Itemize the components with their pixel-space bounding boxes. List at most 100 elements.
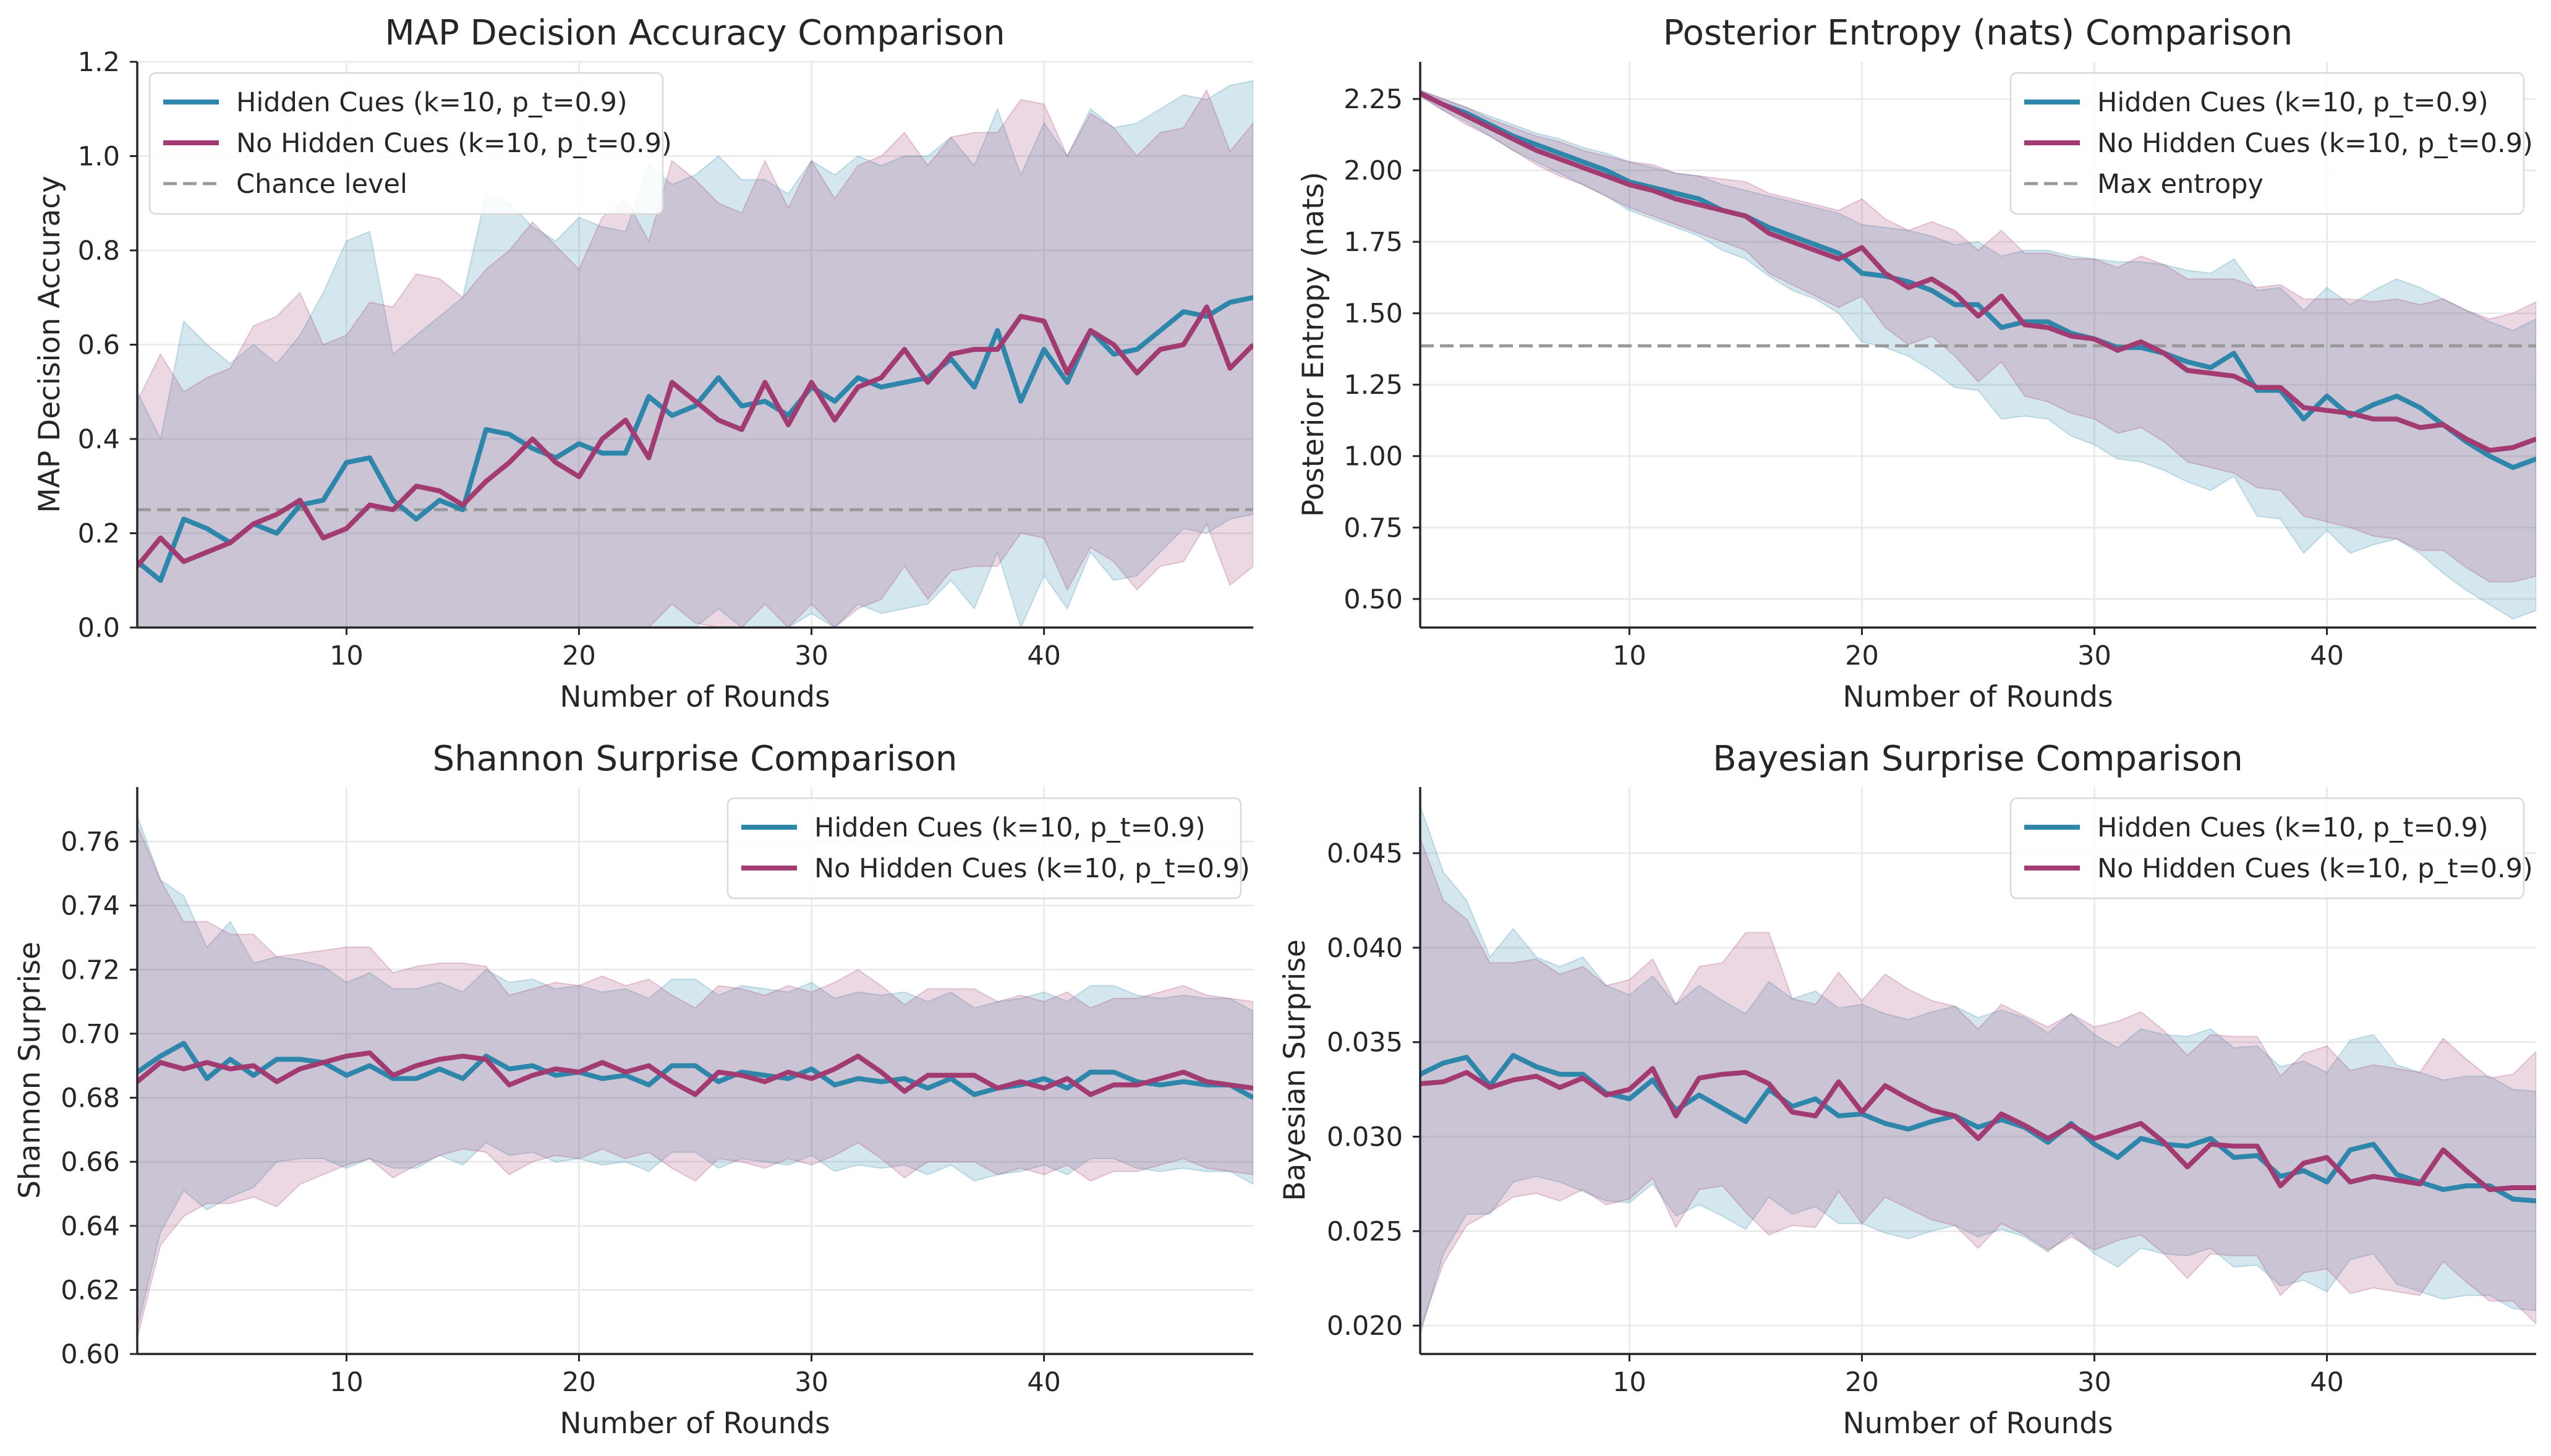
y-tick-label: 0.74 xyxy=(61,891,120,922)
legend: Hidden Cues (k=10, p_t=0.9) No Hidden Cue… xyxy=(726,797,1250,900)
x-tick-label: 20 xyxy=(562,641,596,671)
y-tick-label: 1.2 xyxy=(78,47,120,78)
y-tick-label: 1.00 xyxy=(1344,441,1403,472)
legend-label: No Hidden Cues (k=10, p_t=0.9) xyxy=(2097,128,2533,159)
y-tick-label: 0.76 xyxy=(61,827,120,858)
plot-area xyxy=(137,80,1253,628)
plot-area xyxy=(137,815,1253,1339)
ticks: 10 20 30 40 0.50 0.75 1.00 1.25 1.50 1.75 2.00 2.25 xyxy=(1344,84,2344,671)
legend-label: No Hidden Cues (k=10, p_t=0.9) xyxy=(2097,853,2533,884)
x-tick-label: 20 xyxy=(562,1367,596,1398)
plot-area xyxy=(1420,90,2536,620)
x-tick-label: 40 xyxy=(2310,641,2344,671)
legend-box xyxy=(726,797,1242,900)
y-tick-label: 1.75 xyxy=(1344,227,1403,258)
legend-label: Max entropy xyxy=(2097,169,2264,200)
x-tick-label: 10 xyxy=(330,1367,364,1398)
legend-box xyxy=(2009,72,2525,215)
legend-label: Hidden Cues (k=10, p_t=0.9) xyxy=(2097,812,2489,843)
x-tick-label: 10 xyxy=(330,641,364,671)
y-tick-label: 1.50 xyxy=(1344,299,1403,330)
y-axis-label: Posterior Entropy (nats) xyxy=(1297,172,1331,517)
ticks: 10 20 30 40 0.0 0.2 0.4 0.6 0.8 1.0 1.2 xyxy=(78,47,1061,671)
legend-label: Hidden Cues (k=10, p_t=0.9) xyxy=(814,812,1206,843)
y-tick-label: 0.0 xyxy=(78,613,120,644)
y-tick-label: 0.025 xyxy=(1327,1216,1403,1247)
legend: Hidden Cues (k=10, p_t=0.9) No Hidden Cue… xyxy=(2009,72,2533,215)
panel-title: Bayesian Surprise Comparison xyxy=(1713,739,2243,779)
x-tick-label: 30 xyxy=(2077,1367,2111,1398)
y-tick-label: 1.25 xyxy=(1344,370,1403,401)
series-line-2 xyxy=(137,304,1253,568)
panel-posterior-entropy: Posterior Entropy (nats) Comparison Numb… xyxy=(1297,13,2536,714)
y-tick-label: 0.60 xyxy=(61,1339,120,1370)
legend-label: Chance level xyxy=(236,169,407,200)
y-tick-label: 0.8 xyxy=(78,236,120,266)
y-axis-label: Shannon Surprise xyxy=(13,942,47,1199)
y-tick-label: 0.66 xyxy=(61,1147,120,1178)
x-tick-label: 40 xyxy=(1027,641,1061,671)
series-line-1 xyxy=(137,295,1253,583)
series-line-2 xyxy=(137,1050,1253,1097)
y-tick-label: 0.70 xyxy=(61,1019,120,1050)
x-tick-label: 10 xyxy=(1612,1367,1646,1398)
y-tick-label: 0.50 xyxy=(1344,584,1403,615)
series-line-2 xyxy=(1420,1066,2536,1193)
x-axis-label: Number of Rounds xyxy=(1842,680,2113,714)
y-tick-label: 0.2 xyxy=(78,519,120,550)
y-tick-label: 0.68 xyxy=(61,1083,120,1114)
x-tick-label: 30 xyxy=(2077,641,2111,671)
confidence-band-series-2 xyxy=(1420,838,2536,1330)
panel-map-accuracy: MAP Decision Accuracy Comparison Number … xyxy=(33,13,1253,714)
panel-title: Posterior Entropy (nats) Comparison xyxy=(1663,13,2293,53)
legend-label: Hidden Cues (k=10, p_t=0.9) xyxy=(236,87,628,118)
panel-title: Shannon Surprise Comparison xyxy=(433,739,958,779)
ticks: 10 20 30 40 0.020 0.025 0.030 0.035 0.040 0.045 xyxy=(1327,838,2344,1398)
x-axis-label: Number of Rounds xyxy=(560,1407,830,1441)
y-tick-label: 0.62 xyxy=(61,1275,120,1306)
y-tick-label: 0.040 xyxy=(1327,933,1403,964)
x-tick-label: 40 xyxy=(2310,1367,2344,1398)
panel-title: MAP Decision Accuracy Comparison xyxy=(385,13,1005,53)
panel-bayesian-surprise: Bayesian Surprise Comparison Number of R… xyxy=(1278,739,2536,1441)
legend: Hidden Cues (k=10, p_t=0.9) No Hidden Cue… xyxy=(2009,797,2533,900)
legend-label: Hidden Cues (k=10, p_t=0.9) xyxy=(2097,87,2489,118)
y-tick-label: 0.6 xyxy=(78,330,120,361)
plot-area xyxy=(1420,806,2536,1335)
x-tick-label: 20 xyxy=(1845,641,1879,671)
x-axis-label: Number of Rounds xyxy=(1842,1407,2113,1441)
y-axis-label: MAP Decision Accuracy xyxy=(33,176,67,513)
series-line-2 xyxy=(1420,91,2536,453)
legend-box xyxy=(2009,797,2525,900)
ticks: 10 20 30 40 0.60 0.62 0.64 0.66 0.68 0.70 0.72 0.74… xyxy=(61,827,1061,1398)
x-tick-label: 40 xyxy=(1027,1367,1061,1398)
y-tick-label: 0.4 xyxy=(78,424,120,455)
y-axis-label: Bayesian Surprise xyxy=(1278,939,1312,1201)
series-line-1 xyxy=(1420,91,2536,470)
confidence-band-series-2 xyxy=(137,825,1253,1339)
y-tick-label: 0.75 xyxy=(1344,513,1403,543)
y-tick-label: 0.045 xyxy=(1327,838,1403,869)
confidence-band-series-2 xyxy=(1420,90,2536,583)
y-tick-label: 2.25 xyxy=(1344,84,1403,115)
y-tick-label: 0.030 xyxy=(1327,1122,1403,1152)
y-tick-label: 0.72 xyxy=(61,955,120,986)
confidence-band-series-1 xyxy=(137,815,1253,1329)
y-tick-label: 2.00 xyxy=(1344,156,1403,187)
confidence-band-series-1 xyxy=(1420,806,2536,1335)
legend-box xyxy=(148,72,664,215)
legend: Hidden Cues (k=10, p_t=0.9) No Hidden Cue… xyxy=(148,72,672,215)
y-tick-label: 0.64 xyxy=(61,1211,120,1242)
x-tick-label: 30 xyxy=(794,1367,828,1398)
y-tick-label: 0.035 xyxy=(1327,1028,1403,1058)
confidence-band-series-2 xyxy=(137,88,1253,628)
grid xyxy=(1420,787,2536,1354)
x-tick-label: 20 xyxy=(1845,1367,1879,1398)
y-tick-label: 1.0 xyxy=(78,142,120,172)
x-axis-label: Number of Rounds xyxy=(560,680,830,714)
panel-shannon-surprise: Shannon Surprise Comparison Number of Ro… xyxy=(13,739,1253,1441)
x-tick-label: 30 xyxy=(794,641,828,671)
confidence-band-series-1 xyxy=(1420,90,2536,620)
y-tick-label: 0.020 xyxy=(1327,1311,1403,1342)
